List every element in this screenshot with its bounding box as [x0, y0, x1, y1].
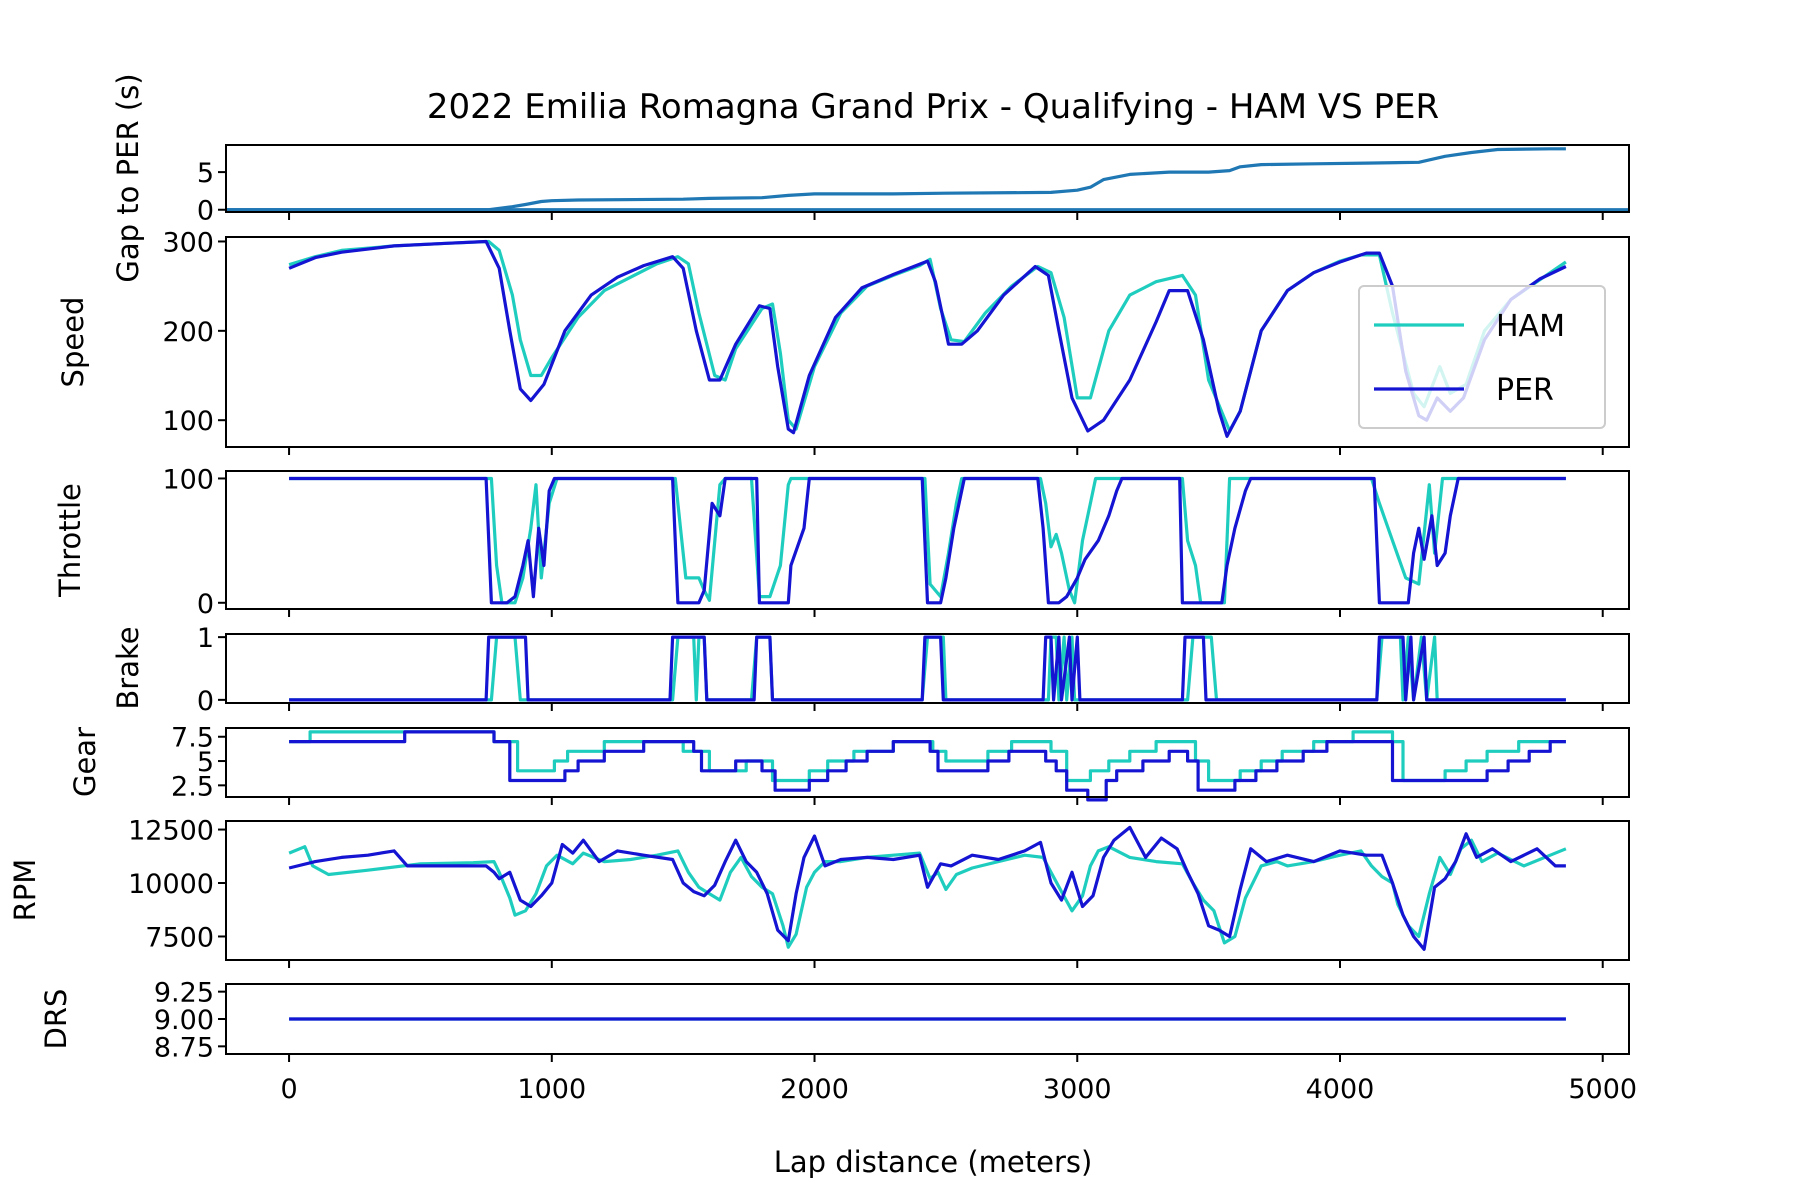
- series-line-gear-per: [289, 730, 1566, 802]
- legend: HAM PER: [1358, 285, 1606, 429]
- legend-label-per: PER: [1496, 373, 1554, 408]
- x-tick-label: 4000: [1306, 1074, 1375, 1105]
- x-tick-label: 5000: [1568, 1074, 1637, 1105]
- series-line-gear-ham: [289, 730, 1566, 783]
- panel-frame-throttle: [225, 470, 1630, 610]
- panel-brake: 0 1 Brake: [111, 623, 1630, 717]
- panel-frame-brake: [225, 633, 1630, 704]
- y-tick-label-drs: 8.75: [154, 1032, 214, 1063]
- y-tick-label-gap: 0: [197, 196, 214, 227]
- y-tick-label-gear: 2.5: [171, 771, 214, 802]
- legend-frame: [1358, 285, 1606, 429]
- series-line-brake-ham: [289, 635, 1566, 702]
- y-tick-label-speed: 100: [162, 406, 214, 437]
- panel-frame-gap: [225, 144, 1630, 213]
- y-axis-label-gear: Gear: [68, 727, 102, 797]
- y-axis-label-drs: DRS: [39, 989, 73, 1050]
- chart-title: 2022 Emilia Romagna Grand Prix - Qualify…: [427, 87, 1439, 127]
- y-tick-label-gear: 5: [197, 747, 214, 778]
- series-line-throttle-ham: [289, 476, 1566, 605]
- y-tick-label-gap: 5: [197, 158, 214, 189]
- y-axis-label-brake: Brake: [111, 626, 145, 709]
- y-tick-label-rpm: 7500: [145, 922, 214, 953]
- y-tick-label-rpm: 10000: [128, 869, 214, 900]
- panel-speed: 100 200 300 Speed: [56, 227, 1630, 455]
- y-tick-label-throttle: 100: [162, 464, 214, 495]
- panel-gap: 0 5 Gap to PER (s): [111, 73, 1630, 283]
- y-tick-label-rpm: 12500: [128, 816, 214, 847]
- panel-rpm: 7500 10000 12500 RPM: [8, 816, 1630, 968]
- series-line-rpm-per: [288, 825, 1566, 951]
- series-line-throttle-per: [289, 476, 1566, 605]
- y-tick-label-brake: 0: [197, 686, 214, 717]
- y-tick-label-brake: 1: [197, 623, 214, 654]
- y-tick-label-drs: 9.00: [154, 1005, 214, 1036]
- panel-frame-rpm: [225, 820, 1630, 961]
- x-tick-label: 1000: [517, 1074, 586, 1105]
- y-axis-label-rpm: RPM: [8, 859, 42, 922]
- panel-frame-gear: [225, 727, 1630, 798]
- panel-drs: 8.759.009.25 0 1000 2000 3000 4000 5000 DRS: [39, 978, 1637, 1105]
- y-tick-label-drs: 9.25: [154, 978, 214, 1009]
- panel-frame-speed: [225, 236, 1630, 448]
- x-axis-label: Lap distance (meters): [774, 1145, 1093, 1179]
- y-tick-label-speed: 300: [162, 227, 214, 258]
- x-tick-label: 0: [280, 1074, 297, 1105]
- series-line-speed-per: [288, 239, 1567, 438]
- series-line-brake-per: [289, 635, 1566, 702]
- y-axis-label-gap: Gap to PER (s): [111, 73, 145, 282]
- y-axis-label-speed: Speed: [56, 297, 90, 388]
- y-axis-label-throttle: Throttle: [53, 483, 87, 598]
- series-line-gap-gap-0: [226, 147, 1566, 212]
- legend-label-ham: HAM: [1496, 309, 1565, 344]
- panel-gear: 2.557.5 Gear: [68, 723, 1630, 805]
- panel-throttle: 0 100 Throttle: [53, 464, 1630, 620]
- y-tick-label-speed: 200: [162, 317, 214, 348]
- y-tick-label-gear: 7.5: [171, 723, 214, 754]
- x-tick-label: 3000: [1043, 1074, 1112, 1105]
- y-tick-label-throttle: 0: [197, 589, 214, 620]
- x-tick-label: 2000: [780, 1074, 849, 1105]
